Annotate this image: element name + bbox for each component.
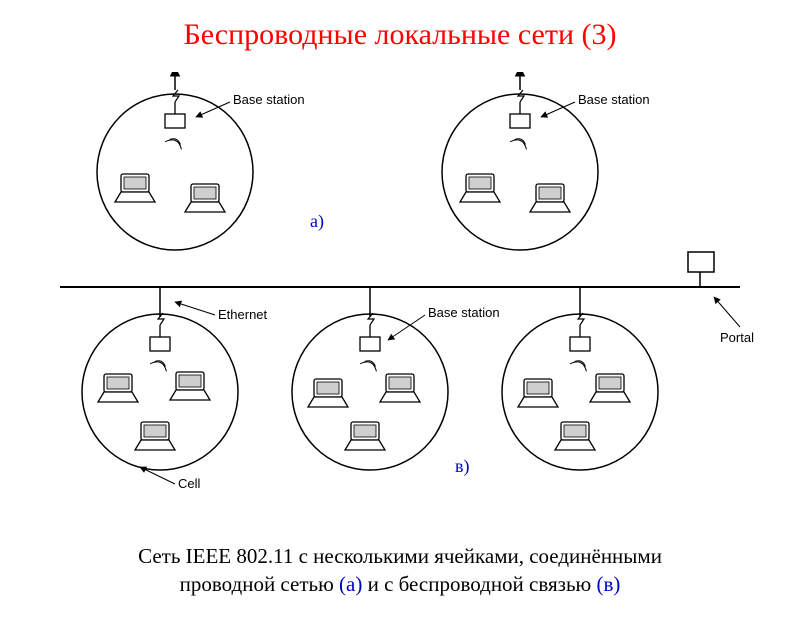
label-base-station-1: Base station xyxy=(233,92,305,107)
caption-line1: Сеть IEEE 802.11 с несколькими ячейками,… xyxy=(138,544,662,568)
cell-top-right xyxy=(442,72,598,250)
label-portal: Portal xyxy=(720,330,754,345)
label-base-station-3: Base station xyxy=(428,305,500,320)
network-diagram: Base station Base station а) Portal xyxy=(0,72,800,502)
marker-a: а) xyxy=(310,211,324,232)
portal-box xyxy=(688,252,714,287)
cell-bottom-2 xyxy=(292,287,448,470)
marker-b: в) xyxy=(455,456,470,477)
caption-mid: и с беспроводной связью xyxy=(362,572,596,596)
caption-line2-pre: проводной сетью xyxy=(180,572,339,596)
caption: Сеть IEEE 802.11 с несколькими ячейками,… xyxy=(0,543,800,598)
label-ethernet: Ethernet xyxy=(218,307,268,322)
cell-top-left xyxy=(97,72,253,250)
label-cell: Cell xyxy=(178,476,201,491)
label-base-station-2: Base station xyxy=(578,92,650,107)
caption-ref-a: (a) xyxy=(339,572,362,596)
page-title: Беспроводные локальные сети (3) xyxy=(0,18,800,52)
caption-ref-b: (в) xyxy=(596,572,620,596)
cell-bottom-3 xyxy=(502,287,658,470)
